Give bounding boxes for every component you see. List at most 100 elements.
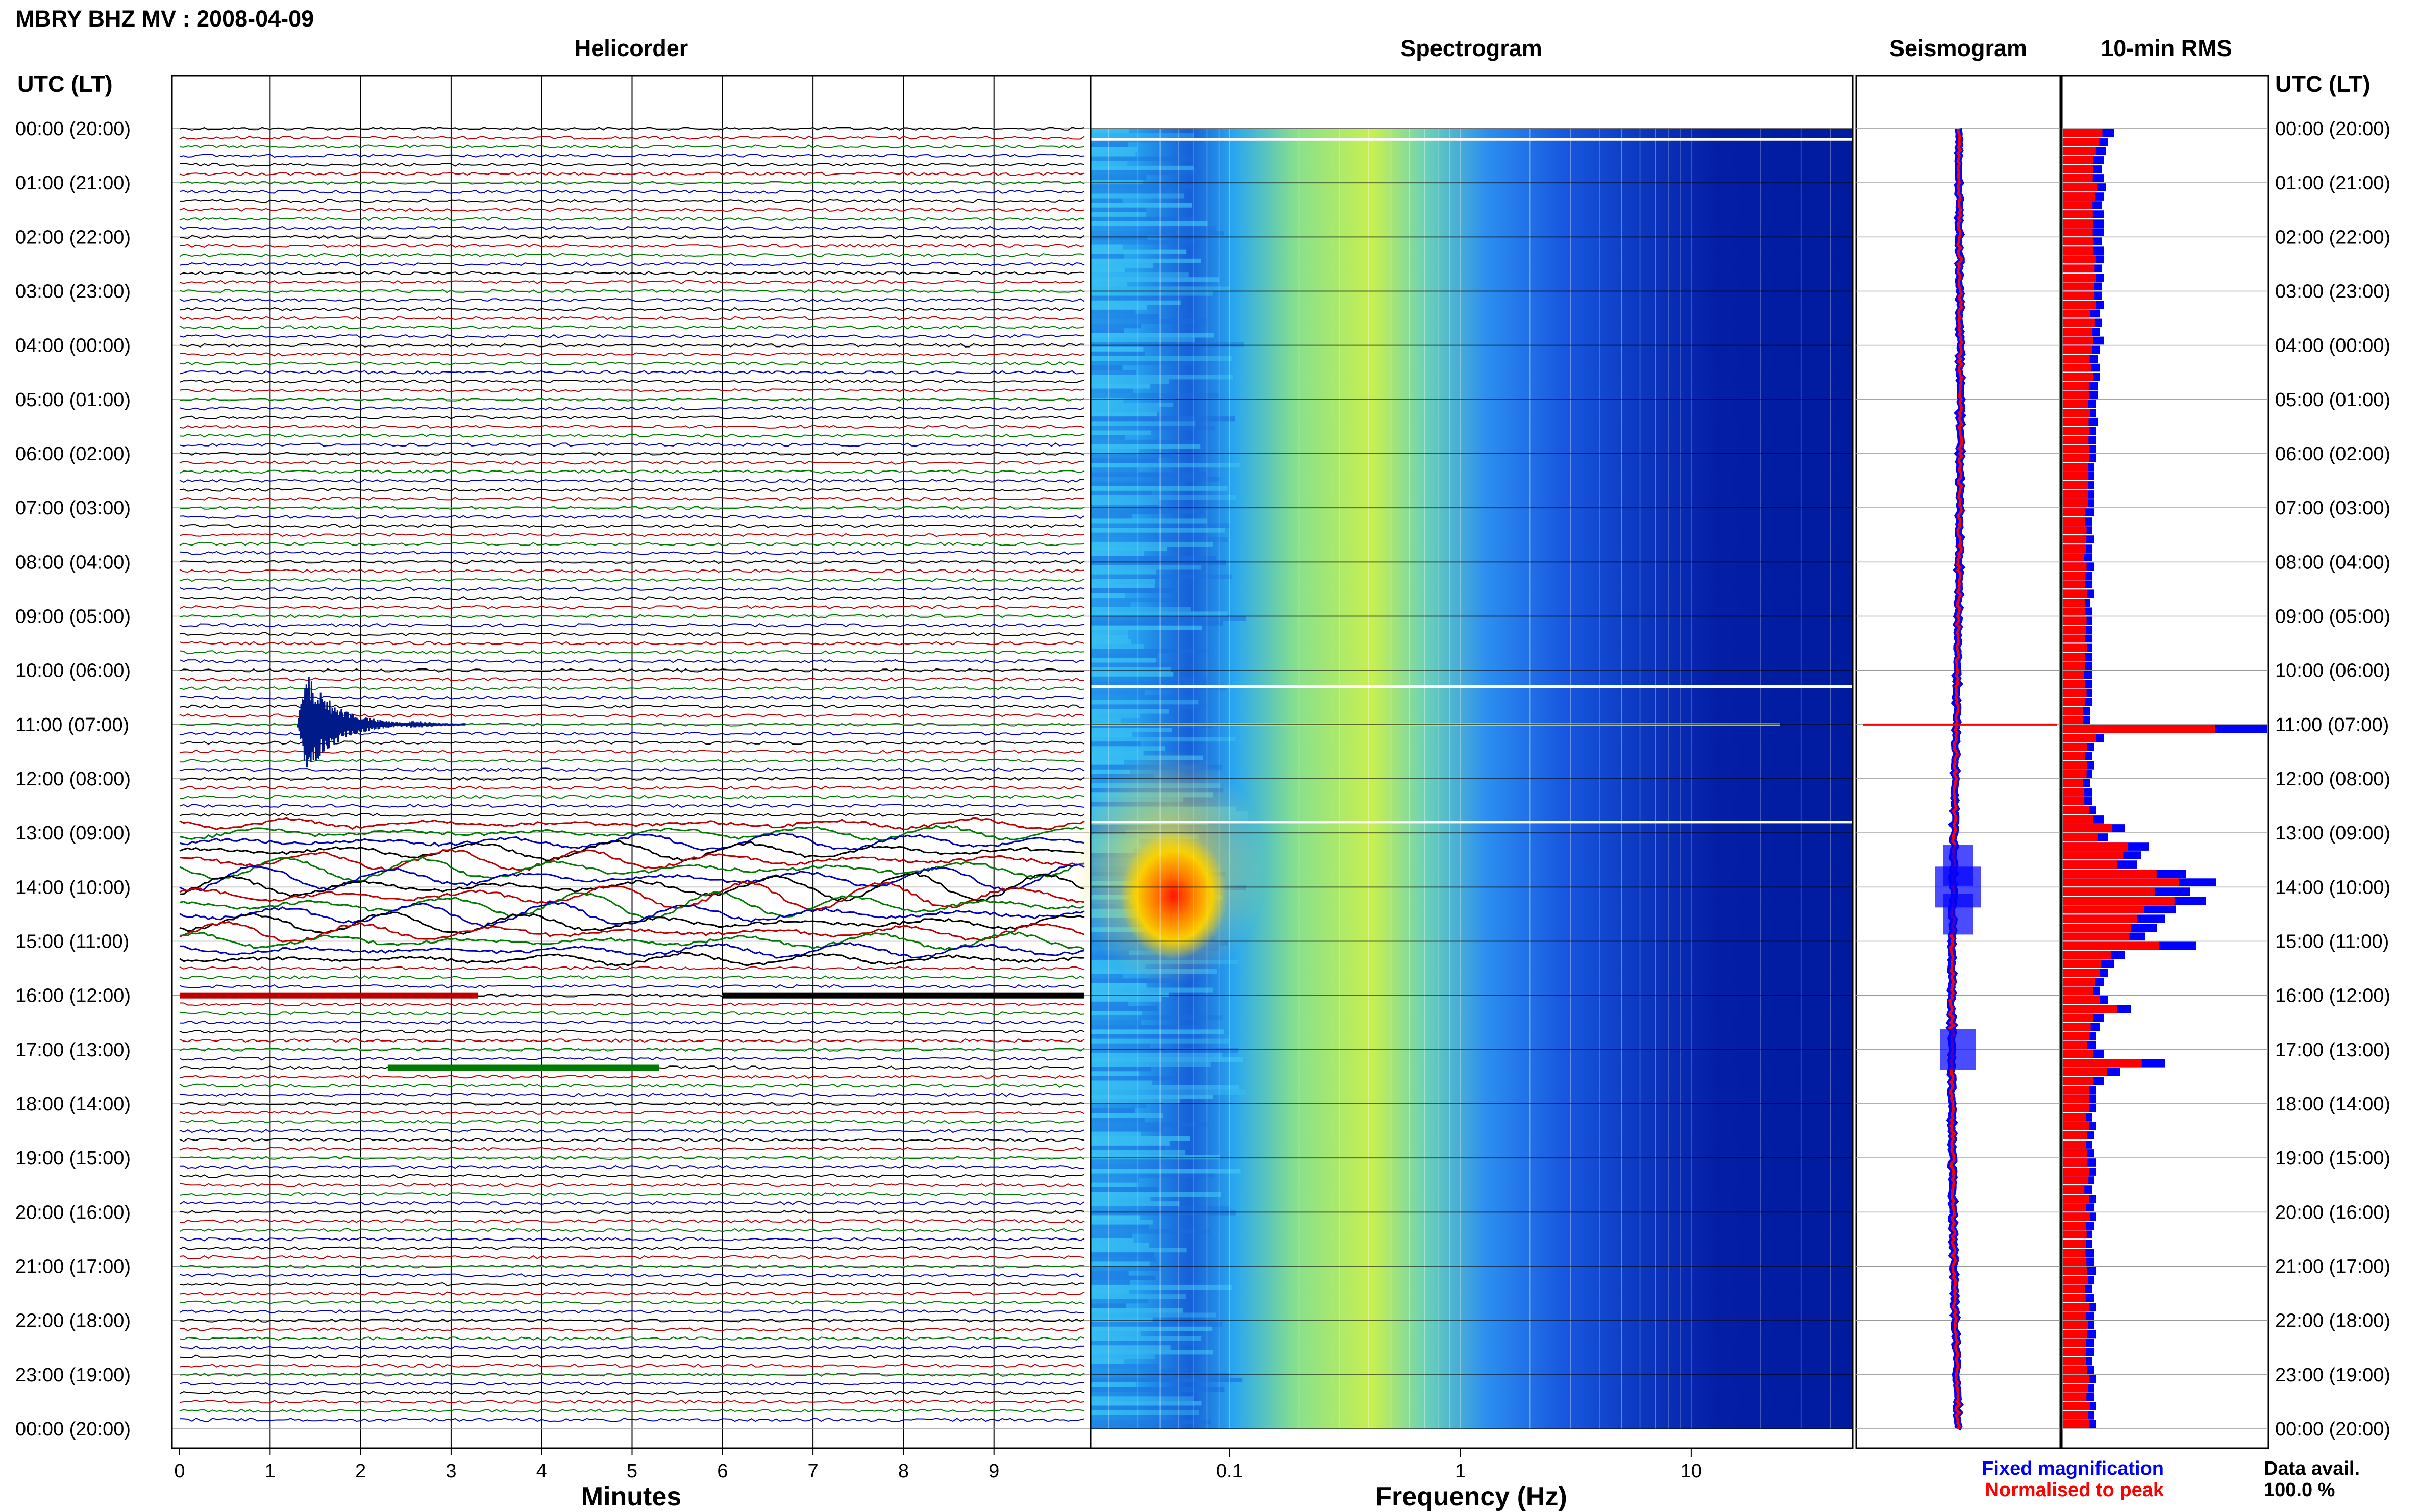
rms-normalised-bar: [2063, 671, 2084, 679]
rms-normalised-bar: [2063, 914, 2138, 923]
rms-bars: [2063, 129, 2267, 1428]
time-label-left: 11:00 (07:00): [15, 714, 129, 736]
rms-title: 10-min RMS: [2101, 35, 2232, 61]
spectrogram-row-streak: [1091, 523, 1230, 528]
rms-normalised-bar: [2063, 1005, 2117, 1013]
spectrogram-row-streak: [1091, 644, 1144, 649]
helicorder-trace-line: [179, 1192, 1085, 1197]
spectrogram-row-streak: [1091, 639, 1131, 645]
rms-normalised-bar: [2063, 156, 2093, 164]
minute-tick-label: 0: [174, 1460, 185, 1482]
spectrogram-row-streak: [1091, 1410, 1199, 1415]
spectrogram-row-streak: [1091, 978, 1173, 983]
legend-fixed-magnification: Fixed magnification: [1982, 1458, 2164, 1479]
spectrogram-row-streak: [1091, 1108, 1135, 1113]
rms-normalised-bar: [2063, 174, 2093, 182]
helicorder-trace-line: [179, 271, 1085, 276]
helicorder-trace-line: [179, 1110, 1085, 1115]
time-label-left: 22:00 (18:00): [15, 1310, 131, 1332]
helicorder-trace-line: [179, 126, 1085, 131]
helicorder-trace-line: [179, 243, 1085, 249]
helicorder-trace-line: [179, 1147, 1085, 1151]
time-label-left: 08:00 (04:00): [15, 552, 131, 573]
spectrogram-row-streak: [1091, 198, 1123, 203]
helicorder-trace-line: [179, 171, 1085, 176]
helicorder-trace-line: [179, 795, 1085, 799]
helicorder-trace-line: [179, 533, 1085, 537]
helicorder-trace-line: [179, 1237, 1085, 1242]
earthquake-waveform: [297, 677, 466, 768]
rms-normalised-bar: [2063, 986, 2093, 995]
rms-normalised-bar: [2063, 138, 2100, 146]
time-label-left: 16:00 (12:00): [15, 985, 131, 1007]
rms-normalised-bar: [2063, 1339, 2086, 1347]
spectrogram-row-streak: [1091, 1089, 1246, 1095]
spectrogram-row-streak: [1091, 1094, 1213, 1099]
minute-tick-label: 8: [898, 1460, 909, 1482]
spectrogram-row-streak: [1091, 1141, 1170, 1146]
spectrogram-row-streak: [1091, 1336, 1202, 1341]
helicorder-trace-line: [179, 1210, 1085, 1214]
rms-normalised-bar: [2063, 905, 2145, 914]
data-availability-label: Data avail.: [2264, 1458, 2360, 1479]
helicorder-trace-line: [179, 253, 1085, 257]
spectrogram-row-streak: [1091, 1057, 1244, 1062]
helicorder-title: Helicorder: [575, 35, 688, 61]
helicorder-trace-line: [179, 749, 1085, 754]
rms-normalised-bar: [2063, 382, 2089, 390]
spectrogram-row-streak: [1091, 365, 1123, 370]
time-label-right: 06:00 (02:00): [2275, 443, 2390, 465]
rms-normalised-bar: [2063, 715, 2083, 724]
helicorder-trace-line: [179, 162, 1085, 167]
spectrogram-row-streak: [1091, 416, 1235, 422]
time-label-left: 23:00 (19:00): [15, 1365, 131, 1386]
helicorder-trace-line: [179, 334, 1085, 338]
helicorder-trace-line: [179, 686, 1085, 691]
spectrogram-row-streak: [1091, 356, 1232, 361]
rms-normalised-bar: [2063, 616, 2087, 625]
rms-normalised-bar: [2063, 589, 2088, 598]
rms-normalised-bar: [2063, 363, 2091, 372]
helicorder-trace-line: [179, 1354, 1085, 1359]
time-label-right: 08:00 (04:00): [2275, 552, 2390, 573]
rms-normalised-bar: [2063, 1267, 2087, 1275]
helicorder-trace-line: [179, 370, 1085, 375]
helicorder-trace-line: [179, 1056, 1085, 1061]
spectrogram-row-streak: [1091, 760, 1124, 765]
time-label-right: 00:00 (20:00): [2275, 1419, 2390, 1440]
spectrogram-row-streak: [1091, 472, 1206, 477]
spectrogram-row-streak: [1091, 1025, 1198, 1030]
time-label-left: 10:00 (06:00): [15, 660, 131, 682]
rms-normalised-bar: [2063, 210, 2093, 218]
helicorder-trace-line: [179, 632, 1084, 636]
time-label-left: 04:00 (00:00): [15, 335, 131, 357]
spectrogram-row-streak: [1091, 407, 1159, 412]
spectrogram-row-streak: [1091, 1020, 1141, 1025]
helicorder-trace-line: [179, 1318, 1085, 1323]
time-label-right: 16:00 (12:00): [2275, 985, 2390, 1007]
spectrogram-row-streak: [1091, 454, 1173, 459]
spectrogram-row-streak: [1091, 1284, 1232, 1290]
rms-normalised-bar: [2063, 427, 2090, 435]
time-label-left: 09:00 (05:00): [15, 606, 131, 628]
rms-normalised-bar: [2063, 607, 2085, 616]
spectrogram-row-streak: [1091, 518, 1208, 524]
spectrogram-row-streak: [1091, 1419, 1211, 1424]
helicorder-trace-line: [179, 1101, 1085, 1106]
spectrogram-row-streak: [1091, 1080, 1153, 1085]
helicorder-trace-line: [179, 560, 1085, 564]
helicorder-trace-line: [179, 740, 1085, 745]
spectrogram-row-streak: [1091, 421, 1196, 426]
spectrogram-row-streak: [1091, 1150, 1186, 1155]
spectrogram-row-streak: [1091, 282, 1128, 287]
spectrogram-row-streak: [1091, 1354, 1155, 1359]
helicorder-trace-line: [179, 812, 1085, 817]
helicorder-trace-line: [179, 415, 1084, 420]
spectrogram-row-streak: [1091, 379, 1169, 384]
spectrogram-row-streak: [1091, 142, 1128, 147]
rms-normalised-bar: [2063, 1257, 2087, 1266]
spectrogram-row-streak: [1091, 1011, 1142, 1016]
seismogram-burst: [1943, 894, 1973, 935]
rms-normalised-bar: [2063, 770, 2087, 778]
spectrogram-row-streak: [1091, 737, 1236, 742]
